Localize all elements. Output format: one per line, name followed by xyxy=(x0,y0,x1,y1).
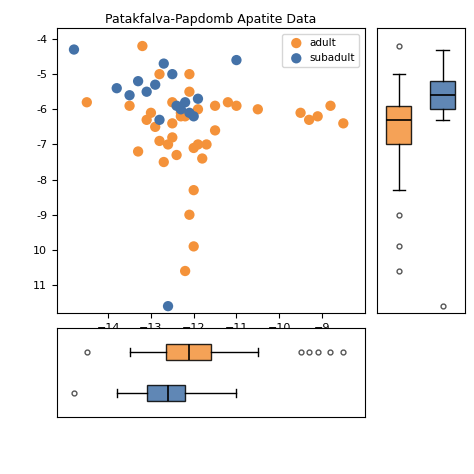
adult xyxy=(314,112,321,120)
subadult xyxy=(70,46,78,53)
PathPatch shape xyxy=(430,81,455,109)
adult xyxy=(186,88,193,95)
adult xyxy=(151,123,159,131)
adult xyxy=(134,148,142,155)
adult xyxy=(199,155,206,162)
adult xyxy=(190,186,198,194)
adult xyxy=(190,243,198,250)
adult xyxy=(164,141,172,148)
subadult xyxy=(169,70,176,78)
adult xyxy=(211,102,219,109)
adult xyxy=(155,137,163,145)
adult xyxy=(211,127,219,134)
adult xyxy=(254,106,262,113)
subadult xyxy=(233,56,240,64)
subadult xyxy=(164,302,172,310)
adult xyxy=(169,99,176,106)
adult xyxy=(194,141,202,148)
adult xyxy=(173,151,181,159)
Legend: adult, subadult: adult, subadult xyxy=(282,34,359,67)
subadult xyxy=(155,116,163,124)
subadult xyxy=(190,112,198,120)
adult xyxy=(147,109,155,117)
adult xyxy=(224,99,232,106)
subadult xyxy=(182,99,189,106)
PathPatch shape xyxy=(146,385,185,401)
adult xyxy=(155,70,163,78)
subadult xyxy=(126,91,133,99)
adult xyxy=(169,134,176,141)
adult xyxy=(160,158,167,166)
adult xyxy=(194,106,202,113)
X-axis label: $\delta^{13}C_{apatite}$: $\delta^{13}C_{apatite}$ xyxy=(180,338,241,359)
subadult xyxy=(186,109,193,117)
adult xyxy=(83,99,91,106)
adult xyxy=(138,42,146,50)
PathPatch shape xyxy=(166,344,211,361)
adult xyxy=(169,119,176,127)
adult xyxy=(143,116,150,124)
subadult xyxy=(151,81,159,89)
Title: Patakfalva-Papdomb Apatite Data: Patakfalva-Papdomb Apatite Data xyxy=(105,13,317,26)
PathPatch shape xyxy=(386,106,410,145)
subadult xyxy=(177,106,185,113)
adult xyxy=(186,211,193,219)
adult xyxy=(177,112,185,120)
subadult xyxy=(134,77,142,85)
adult xyxy=(339,119,347,127)
subadult xyxy=(194,95,202,102)
subadult xyxy=(113,84,120,92)
adult xyxy=(182,112,189,120)
subadult xyxy=(173,102,181,109)
adult xyxy=(233,102,240,109)
adult xyxy=(186,70,193,78)
adult xyxy=(327,102,334,109)
subadult xyxy=(143,88,150,95)
adult xyxy=(305,116,313,124)
adult xyxy=(126,102,133,109)
adult xyxy=(190,144,198,152)
adult xyxy=(297,109,304,117)
adult xyxy=(182,267,189,275)
adult xyxy=(203,141,210,148)
subadult xyxy=(160,60,167,67)
adult xyxy=(177,109,185,117)
